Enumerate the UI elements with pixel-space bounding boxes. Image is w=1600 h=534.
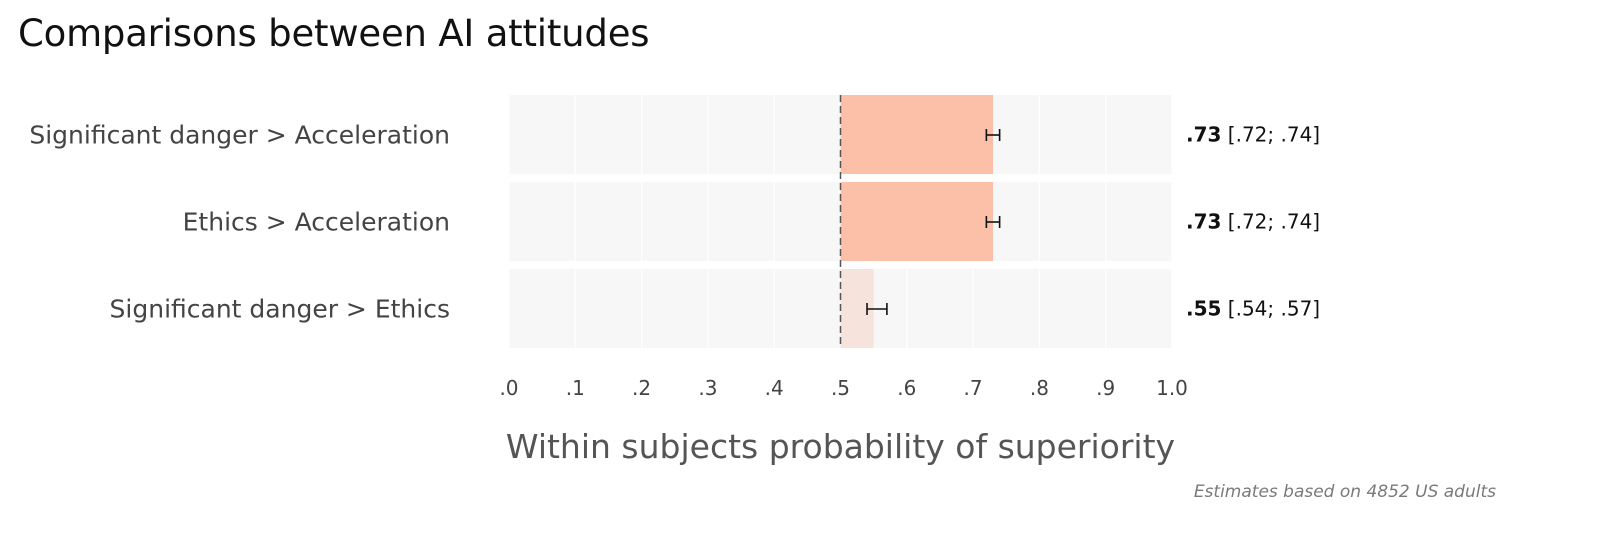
value-label-ci: [.72; .74] <box>1221 210 1320 234</box>
value-label-estimate: .73 <box>1186 210 1221 234</box>
value-label-estimate: .73 <box>1186 123 1221 147</box>
value-label: .73 [.72; .74] <box>1186 210 1320 234</box>
x-tick-label: .1 <box>566 376 585 400</box>
category-label: Significant danger > Ethics <box>110 295 450 324</box>
value-label: .55 [.54; .57] <box>1186 297 1320 321</box>
x-tick-label: .9 <box>1096 376 1115 400</box>
value-label-estimate: .55 <box>1186 297 1221 321</box>
x-tick-label: .6 <box>897 376 916 400</box>
x-tick-label: .2 <box>632 376 651 400</box>
x-tick-label: 1.0 <box>1156 376 1188 400</box>
x-tick-label: .3 <box>698 376 717 400</box>
value-label-ci: [.72; .74] <box>1221 123 1320 147</box>
value-label-ci: [.54; .57] <box>1221 297 1320 321</box>
x-tick-label: .0 <box>499 376 518 400</box>
x-tick-label: .8 <box>1030 376 1049 400</box>
x-axis-label: Within subjects probability of superiori… <box>506 427 1175 466</box>
value-label: .73 [.72; .74] <box>1186 123 1320 147</box>
source-caption: Estimates based on 4852 US adults <box>1193 482 1496 502</box>
x-tick-label: .4 <box>765 376 784 400</box>
category-label: Ethics > Acceleration <box>183 208 450 237</box>
bar <box>840 95 993 174</box>
x-tick-label: .7 <box>964 376 983 400</box>
category-label: Significant danger > Acceleration <box>29 121 450 150</box>
x-tick-label: .5 <box>831 376 850 400</box>
bar <box>840 182 993 261</box>
chart-title: Comparisons between AI attitudes <box>18 12 650 55</box>
